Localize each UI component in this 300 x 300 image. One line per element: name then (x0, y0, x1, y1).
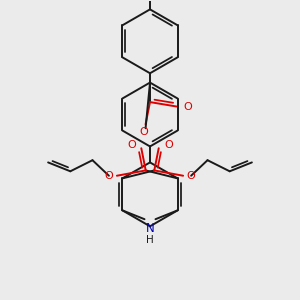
Text: O: O (104, 171, 113, 181)
Text: H: H (146, 235, 154, 244)
Text: O: O (183, 101, 192, 112)
Text: O: O (139, 127, 148, 137)
Text: O: O (164, 140, 173, 150)
Text: O: O (187, 171, 196, 181)
Text: O: O (127, 140, 136, 150)
Text: N: N (146, 222, 154, 235)
